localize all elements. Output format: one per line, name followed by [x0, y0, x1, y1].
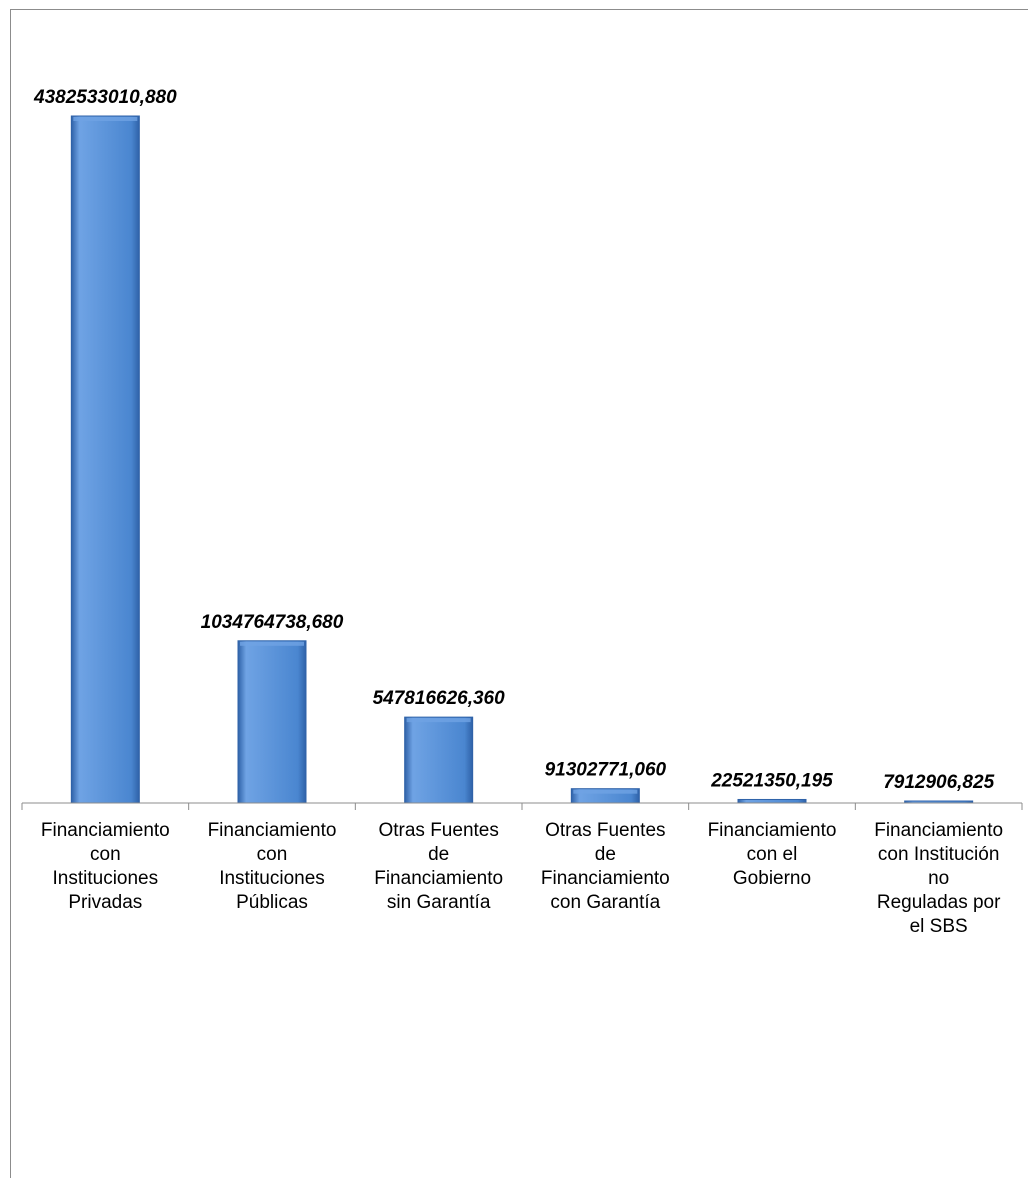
category-label-line: Reguladas por: [877, 892, 1001, 913]
bar: [404, 716, 474, 804]
data-label: 7912906,825: [883, 772, 994, 793]
bar-top-highlight: [406, 718, 471, 723]
category-label-line: Financiamiento: [374, 868, 503, 889]
category-label-line: Financiamiento: [541, 868, 670, 889]
category-label-line: Otras Fuentes: [378, 820, 498, 841]
category-labels: Financiamiento con Instituciones PrivadasFi…: [41, 820, 1003, 937]
bar-top-highlight: [73, 117, 138, 121]
category-label-line: Instituciones: [219, 868, 325, 889]
category-label-line: Privadas: [68, 892, 142, 913]
category-label: Otras Fuentes de Financiamiento sin Garantí…: [374, 820, 503, 913]
category-label-line: Financiamiento: [874, 820, 1003, 841]
category-label-line: con Garantía: [550, 892, 660, 913]
category-label-line: con: [90, 844, 121, 865]
category-label-line: Otras Fuentes: [545, 820, 665, 841]
data-label: 4382533010,880: [33, 87, 177, 108]
category-label-line: de: [428, 844, 449, 865]
category-label-line: el SBS: [910, 916, 968, 937]
bar: [70, 115, 140, 804]
bar: [237, 640, 307, 804]
category-label-line: Instituciones: [53, 868, 159, 889]
category-label-line: con: [257, 844, 288, 865]
category-label: Financiamiento con Instituciones Privadas: [41, 820, 170, 913]
category-label-line: de: [595, 844, 616, 865]
category-label: Financiamiento con Institución no Reguladas…: [874, 820, 1003, 937]
bar-top-highlight: [573, 789, 638, 794]
chart-frame: [10, 9, 1028, 1178]
bar-top-highlight: [240, 641, 304, 646]
category-label-line: con Institución: [878, 844, 999, 865]
category-label-line: no: [928, 868, 949, 889]
data-label: 547816626,360: [373, 688, 506, 709]
category-label-line: Financiamiento: [41, 820, 170, 841]
bar-series: [70, 115, 974, 804]
data-label: 91302771,060: [545, 760, 667, 781]
category-label-line: Financiamiento: [708, 820, 837, 841]
value-labels: 4382533010,880 1034764738,680 547816626,36…: [33, 87, 995, 793]
category-label: Financiamiento con el Gobierno: [708, 820, 837, 889]
bar: [737, 798, 807, 804]
data-label: 22521350,195: [710, 770, 833, 791]
category-label-line: sin Garantía: [387, 892, 491, 913]
category-label-line: Públicas: [236, 892, 308, 913]
category-label-line: Financiamiento: [208, 820, 337, 841]
data-label: 1034764738,680: [201, 612, 344, 633]
x-axis: [21, 802, 1023, 810]
category-label-line: Gobierno: [733, 868, 811, 889]
category-label-line: con el: [747, 844, 798, 865]
category-label: Financiamiento con Instituciones Públicas: [208, 820, 337, 913]
category-label: Otras Fuentes de Financiamiento con Garantí…: [541, 820, 670, 913]
